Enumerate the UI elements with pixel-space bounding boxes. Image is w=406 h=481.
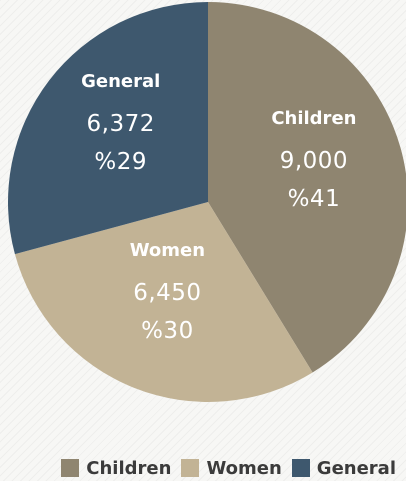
legend-item-children: Children (61, 458, 171, 479)
slice-label-women: Women (130, 240, 205, 261)
slice-percent-women: %30 (141, 318, 194, 344)
slice-label-general: General (81, 71, 160, 92)
pie-slice-children (208, 2, 406, 373)
slice-percent-children: %41 (288, 186, 341, 212)
pie-chart: Children 9,000 %41 Women 6,450 %30 General 6,37… (7, 2, 406, 402)
pie-slice-general (7, 2, 208, 255)
legend-swatch-women (181, 459, 200, 477)
legend-item-general: General (291, 457, 396, 479)
legend-swatch-general (291, 459, 310, 477)
legend-swatch-children (61, 459, 80, 477)
slice-value-women: 6,450 (133, 280, 201, 306)
legend-label-general: General (316, 457, 396, 479)
slice-label-children: Children (271, 108, 356, 129)
slice-percent-general: %29 (94, 149, 147, 175)
slice-value-general: 6,372 (87, 111, 155, 137)
legend: Children Women General (46, 456, 396, 480)
legend-item-women: Women (181, 457, 282, 479)
legend-label-women: Women (206, 457, 282, 479)
pie-slice-women (14, 202, 313, 402)
legend-label-children: Children (86, 457, 172, 479)
slice-value-children: 9,000 (280, 148, 348, 174)
